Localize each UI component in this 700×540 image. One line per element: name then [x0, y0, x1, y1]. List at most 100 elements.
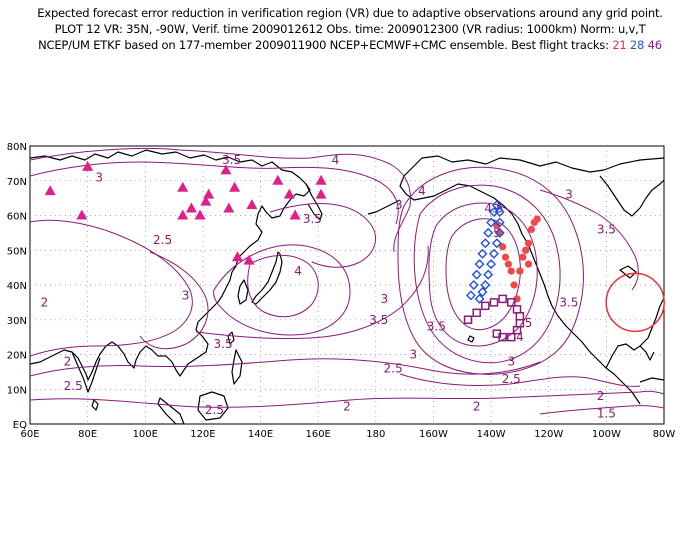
- taiwan-coast: [227, 331, 235, 345]
- contour-3-east: [539, 189, 639, 291]
- track-21-point: [493, 222, 501, 230]
- triangle-marker: [289, 209, 301, 220]
- track-21-point: [510, 281, 518, 289]
- lon-label: 120E: [190, 429, 215, 440]
- triangle-marker: [200, 195, 212, 206]
- track-46-label: 46: [647, 38, 662, 52]
- track-28-point: [491, 200, 502, 211]
- contour-label: 3: [409, 348, 417, 362]
- contour-label: 2.5: [502, 372, 521, 386]
- contour-1p5-tropic: [539, 405, 664, 415]
- track-28-label: 28: [629, 38, 645, 52]
- track-28-point: [477, 248, 488, 259]
- lat-label: 20N: [7, 351, 27, 362]
- contour-lines: [30, 147, 664, 415]
- triangle-marker: [272, 174, 284, 185]
- japan-coast: [251, 251, 283, 305]
- lon-label: 100W: [592, 429, 621, 440]
- header-line-3: NCEP/UM ETKF based on 177-member 2009011…: [0, 38, 700, 52]
- lon-label: 180: [366, 429, 385, 440]
- contour-2p5-subtropic: [30, 358, 541, 377]
- track-21-point: [519, 253, 527, 261]
- track-28-point: [488, 248, 499, 259]
- sumatra-coast: [157, 397, 185, 424]
- contour-label: 2: [597, 389, 605, 403]
- contour-3-north: [30, 161, 399, 225]
- track-21-label: 21: [612, 38, 627, 52]
- contour-label: 3: [395, 198, 403, 212]
- track-28-point: [474, 259, 485, 270]
- track-21-point: [496, 229, 504, 237]
- track-28-point: [486, 217, 497, 228]
- cuba-coast: [639, 377, 664, 383]
- latitude-labels: 80N 70N 60N 50N 40N 30N 20N 10N EQ: [7, 142, 27, 431]
- contour-2p5-asia: [30, 219, 193, 357]
- contour-label: 3: [381, 292, 389, 306]
- track-21-point: [504, 260, 512, 268]
- lat-label: 30N: [7, 316, 27, 327]
- hawaii: [467, 335, 475, 343]
- lat-label: 40N: [7, 281, 27, 292]
- header-line-1: Expected forecast error reduction in ver…: [37, 6, 663, 20]
- header-line-2: PLOT 12 VR: 35N, -90W, Verif. time 20090…: [54, 22, 646, 36]
- contour-4-pacific: [247, 255, 319, 318]
- track-28-point: [480, 280, 491, 290]
- alaska-coast: [399, 167, 641, 405]
- eurasia-north-coast: [30, 149, 311, 381]
- track-28-point: [465, 290, 476, 301]
- triangle-marker: [231, 251, 243, 262]
- lon-label: 80W: [653, 429, 676, 440]
- track-28-point: [471, 269, 482, 280]
- contour-label: 3.5: [427, 320, 446, 334]
- track-21-point: [507, 267, 515, 275]
- contour-2p5-east: [399, 373, 641, 387]
- contour-3p5-north: [269, 203, 376, 268]
- track-28-point: [477, 286, 488, 297]
- lon-label: 140E: [248, 429, 273, 440]
- contour-label: 3.5: [369, 313, 388, 327]
- contour-label: 5: [525, 316, 533, 330]
- triangle-marker: [194, 209, 206, 220]
- flight-track-21: [493, 215, 541, 303]
- lat-label: 80N: [7, 142, 27, 153]
- triangle-marker: [243, 254, 255, 265]
- flight-track-28: [465, 200, 505, 304]
- track-21-point: [501, 253, 510, 261]
- philippines-coast: [231, 349, 243, 385]
- track-28-point: [483, 269, 494, 280]
- lat-label: EQ: [13, 420, 27, 431]
- contour-label: 2: [41, 295, 49, 309]
- north-america-coast: [411, 155, 664, 173]
- lon-label: 100E: [133, 429, 158, 440]
- track-28-point: [474, 293, 485, 304]
- track-46-point: [498, 294, 507, 304]
- verification-region-circle: [605, 272, 665, 333]
- track-28-point: [486, 259, 497, 270]
- longitude-labels: 60E 80E 100E 120E 140E 160E 180 160W 140W 120W 100…: [20, 429, 675, 440]
- track-46-point: [512, 325, 522, 335]
- triangle-marker: [246, 199, 258, 210]
- track-46-point: [507, 332, 516, 342]
- track-21-point: [533, 215, 541, 223]
- hudson-bay-coast: [599, 175, 664, 217]
- lon-label: 140W: [477, 429, 506, 440]
- contour-label: 2: [473, 400, 481, 414]
- contour-label: 3: [507, 354, 515, 368]
- track-28-point: [494, 227, 505, 238]
- contour-label: 3.5: [303, 212, 322, 226]
- lat-label: 10N: [7, 385, 27, 396]
- lon-label: 80E: [78, 429, 97, 440]
- triangle-marker: [76, 209, 88, 220]
- triangle-markers: [44, 160, 327, 265]
- contour-label: 3: [95, 170, 103, 184]
- contour-label: 4: [332, 153, 340, 167]
- contour-label: 2.5: [384, 361, 403, 375]
- triangle-marker: [223, 202, 235, 213]
- track-46-point: [492, 329, 502, 338]
- lon-label: 120W: [534, 429, 563, 440]
- track-46-point: [481, 301, 490, 311]
- track-28-point: [491, 238, 502, 249]
- track-46-point: [489, 298, 499, 307]
- track-28-point: [483, 227, 494, 238]
